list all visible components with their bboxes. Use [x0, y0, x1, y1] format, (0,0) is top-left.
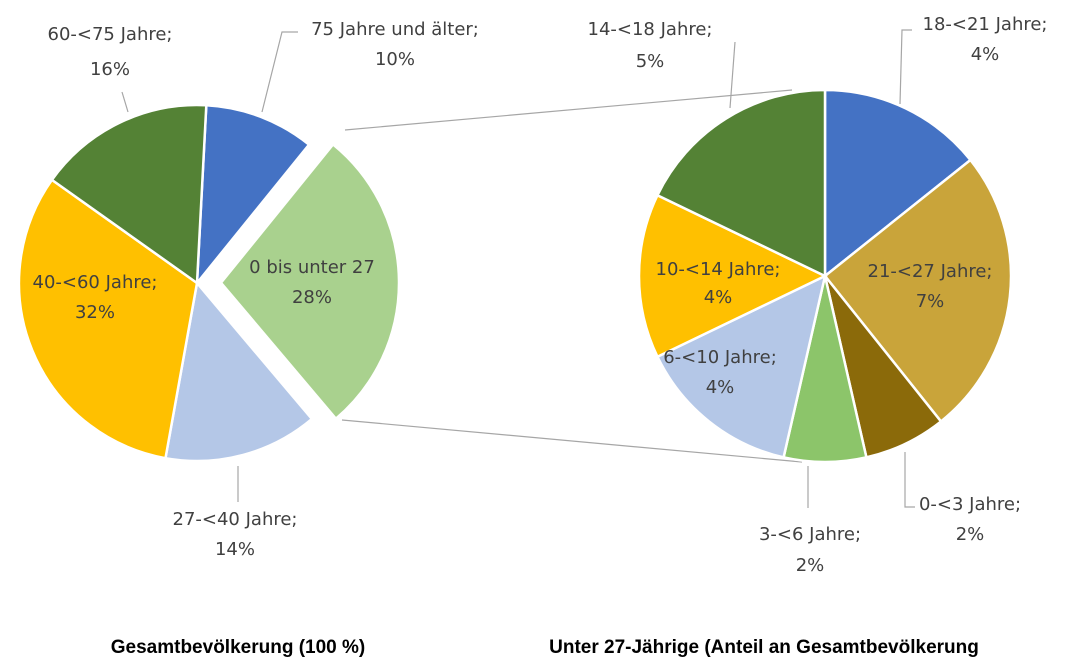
data-label: 4% — [971, 44, 1000, 65]
chart-title: Unter 27-Jährige (Anteil an Gesamtbevölk… — [549, 637, 979, 657]
data-label: 18-<21 Jahre; — [923, 14, 1048, 35]
data-label: 27-<40 Jahre; — [173, 509, 298, 530]
leader-line — [729, 41, 736, 109]
leader-line — [899, 29, 912, 105]
connector-line — [344, 89, 793, 131]
data-label: 10-<14 Jahre; — [656, 259, 781, 280]
data-label: 0-<3 Jahre; — [919, 494, 1021, 515]
data-label: 10% — [375, 49, 415, 70]
pie-slice — [655, 273, 827, 459]
data-label: 14% — [215, 539, 255, 560]
data-label: 75 Jahre und älter; — [311, 19, 479, 40]
pie-slice — [823, 88, 973, 279]
data-label: 0 bis unter 27 — [249, 257, 375, 278]
data-label: 4% — [706, 377, 735, 398]
data-label: 7% — [916, 291, 945, 312]
data-label: 40-<60 Jahre; — [33, 272, 158, 293]
data-label: 5% — [636, 51, 665, 72]
connector-line — [341, 419, 803, 463]
pie-slice — [823, 158, 1013, 424]
leader-line — [904, 452, 915, 508]
leader-line — [261, 31, 298, 113]
data-label: 32% — [75, 302, 115, 323]
data-label: 2% — [796, 555, 825, 576]
pie-slice — [637, 193, 828, 359]
pie-slice — [195, 103, 311, 287]
pie-slice — [219, 142, 401, 421]
pie-slice — [17, 178, 199, 460]
data-label: 16% — [90, 59, 130, 80]
pie-slice — [655, 88, 827, 278]
pie-slice — [164, 280, 314, 463]
data-label: 4% — [704, 287, 733, 308]
chart-title: Gesamtbevölkerung (100 %) — [111, 637, 365, 657]
leader-line — [121, 91, 129, 113]
data-label: 14-<18 Jahre; — [588, 19, 713, 40]
data-label: 6-<10 Jahre; — [663, 347, 777, 368]
data-label: 60-<75 Jahre; — [48, 24, 173, 45]
data-label: 28% — [292, 287, 332, 308]
data-label: 21-<27 Jahre; — [868, 261, 993, 282]
data-label: 3-<6 Jahre; — [759, 524, 861, 545]
pie-slice — [50, 103, 208, 286]
data-label: 2% — [956, 524, 985, 545]
